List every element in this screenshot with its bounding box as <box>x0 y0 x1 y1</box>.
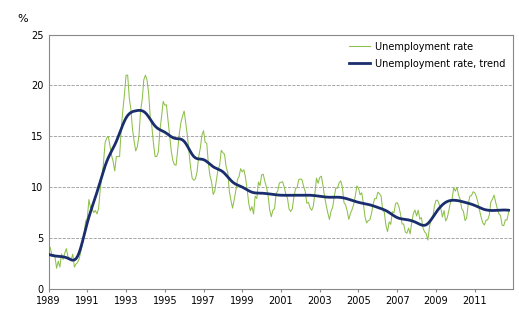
Unemployment rate <box>105 134 112 138</box>
Text: %: % <box>18 14 29 24</box>
Unemployment rate, trend <box>46 252 52 256</box>
Legend: Unemployment rate, Unemployment rate, trend: Unemployment rate, Unemployment rate, tr… <box>346 39 509 72</box>
Unemployment rate <box>108 153 115 157</box>
Unemployment rate, trend <box>136 109 142 112</box>
Unemployment rate <box>312 192 318 195</box>
Unemployment rate, trend <box>506 208 512 212</box>
Unemployment rate, trend <box>105 156 112 160</box>
Unemployment rate, trend <box>70 258 76 262</box>
Unemployment rate, trend <box>312 194 318 197</box>
Unemployment rate <box>113 155 119 158</box>
Unemployment rate, trend <box>389 213 395 217</box>
Unemployment rate, trend <box>456 199 462 202</box>
Unemployment rate <box>123 73 129 77</box>
Unemployment rate <box>456 193 462 197</box>
Unemployment rate <box>506 210 512 214</box>
Line: Unemployment rate, trend: Unemployment rate, trend <box>49 110 509 260</box>
Unemployment rate <box>46 245 52 249</box>
Unemployment rate <box>53 266 60 270</box>
Unemployment rate, trend <box>108 149 115 153</box>
Unemployment rate <box>389 210 395 214</box>
Unemployment rate, trend <box>113 139 119 143</box>
Line: Unemployment rate: Unemployment rate <box>49 75 509 268</box>
